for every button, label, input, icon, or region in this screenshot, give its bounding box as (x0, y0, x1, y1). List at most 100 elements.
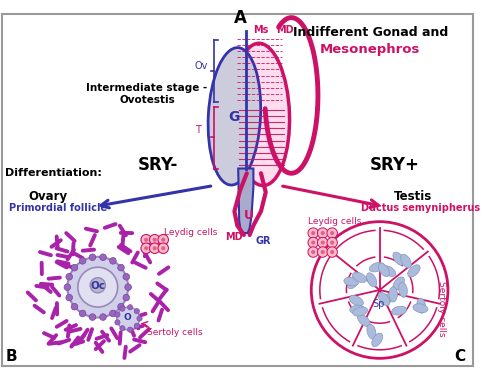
Text: C: C (454, 349, 465, 364)
Text: SRY-: SRY- (138, 156, 178, 174)
Circle shape (141, 234, 152, 245)
Circle shape (308, 237, 318, 248)
Circle shape (330, 240, 334, 244)
Circle shape (134, 309, 140, 314)
Circle shape (312, 222, 448, 358)
Circle shape (144, 238, 148, 242)
Ellipse shape (352, 307, 368, 316)
Ellipse shape (417, 298, 426, 313)
Ellipse shape (366, 273, 377, 287)
Circle shape (320, 231, 325, 235)
Ellipse shape (400, 254, 411, 268)
Ellipse shape (398, 282, 407, 297)
Ellipse shape (367, 324, 376, 339)
Text: A: A (234, 9, 248, 27)
Text: Differentiation:: Differentiation: (4, 168, 102, 178)
Text: B: B (6, 349, 18, 364)
Text: Sertoly cells: Sertoly cells (436, 281, 446, 337)
Circle shape (161, 238, 166, 242)
Text: SRY+: SRY+ (370, 156, 420, 174)
Circle shape (308, 228, 318, 238)
Ellipse shape (413, 304, 428, 313)
Ellipse shape (232, 43, 289, 186)
Circle shape (311, 240, 316, 244)
Polygon shape (238, 168, 254, 233)
Text: Sertoly cells: Sertoly cells (147, 328, 203, 337)
FancyBboxPatch shape (2, 14, 472, 366)
Ellipse shape (348, 276, 359, 289)
Circle shape (123, 294, 130, 301)
Circle shape (78, 267, 118, 307)
Text: Ms: Ms (254, 25, 269, 35)
Text: Ovary: Ovary (28, 190, 68, 203)
Text: Leydig cells: Leydig cells (308, 217, 362, 226)
Circle shape (90, 278, 106, 293)
Circle shape (123, 273, 130, 280)
Text: Mesonephros: Mesonephros (320, 43, 420, 56)
Circle shape (128, 304, 133, 310)
Circle shape (125, 284, 132, 291)
Circle shape (330, 231, 334, 235)
Ellipse shape (389, 287, 398, 302)
Ellipse shape (380, 293, 394, 305)
Circle shape (150, 234, 160, 245)
Text: Oc: Oc (90, 281, 105, 291)
Circle shape (79, 310, 86, 317)
Circle shape (152, 238, 157, 242)
Circle shape (115, 312, 120, 317)
Text: MD: MD (225, 232, 242, 242)
Ellipse shape (393, 252, 404, 265)
Circle shape (120, 306, 125, 311)
Text: Ov: Ov (194, 61, 208, 71)
Circle shape (311, 231, 316, 235)
Circle shape (64, 284, 70, 291)
Circle shape (115, 320, 120, 325)
Text: Testis: Testis (394, 190, 432, 203)
Text: O: O (124, 314, 131, 322)
Circle shape (144, 246, 148, 250)
Ellipse shape (352, 272, 366, 282)
Circle shape (308, 247, 318, 257)
Text: Ductus semynipherus: Ductus semynipherus (360, 203, 480, 213)
Circle shape (161, 246, 166, 250)
Circle shape (311, 250, 316, 254)
Circle shape (327, 237, 338, 248)
Text: G: G (228, 110, 239, 124)
Circle shape (120, 326, 125, 331)
Circle shape (152, 246, 157, 250)
Circle shape (100, 254, 106, 261)
Ellipse shape (392, 306, 406, 315)
Circle shape (318, 247, 328, 257)
Circle shape (137, 316, 142, 321)
Text: Indifferent Gonad and: Indifferent Gonad and (292, 26, 448, 39)
Circle shape (66, 273, 72, 280)
Circle shape (71, 303, 78, 310)
Circle shape (150, 243, 160, 254)
Ellipse shape (378, 292, 390, 306)
Circle shape (318, 228, 328, 238)
Circle shape (116, 307, 140, 330)
Circle shape (100, 314, 106, 320)
Ellipse shape (370, 262, 384, 272)
Text: U: U (244, 209, 254, 222)
Circle shape (118, 264, 124, 271)
Circle shape (89, 314, 96, 320)
Circle shape (330, 250, 334, 254)
Circle shape (327, 228, 338, 238)
Text: GR: GR (256, 237, 271, 246)
Text: Intermediate stage -
Ovotestis: Intermediate stage - Ovotestis (86, 83, 208, 105)
Circle shape (320, 240, 325, 244)
Text: T: T (194, 125, 200, 135)
Circle shape (79, 258, 86, 264)
Ellipse shape (208, 48, 260, 185)
Ellipse shape (372, 333, 382, 346)
Ellipse shape (378, 263, 390, 277)
Circle shape (66, 294, 72, 301)
Circle shape (320, 250, 325, 254)
Ellipse shape (393, 277, 404, 290)
Text: Leydig cells: Leydig cells (164, 228, 218, 237)
Circle shape (68, 257, 128, 318)
Text: Sp: Sp (372, 299, 384, 309)
Circle shape (110, 258, 116, 264)
Ellipse shape (350, 296, 364, 306)
